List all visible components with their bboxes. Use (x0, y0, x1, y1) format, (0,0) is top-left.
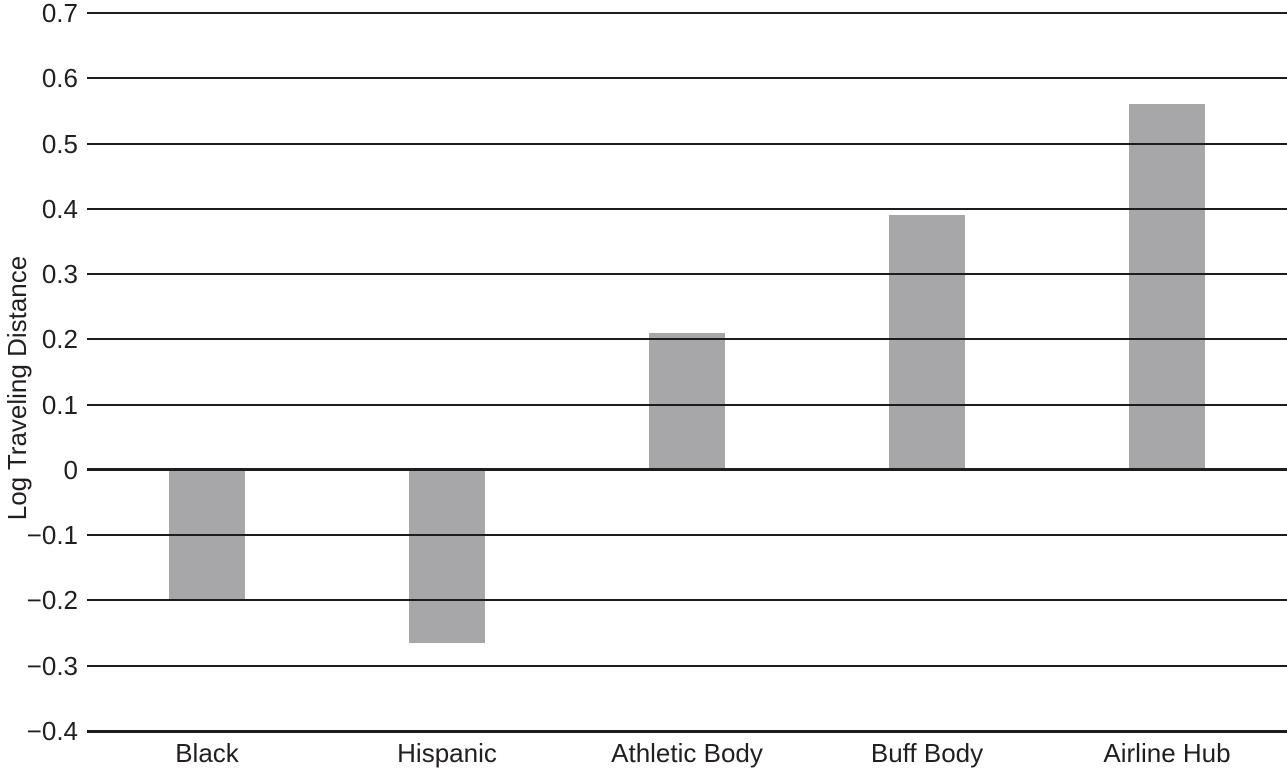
x-category-label: Airline Hub (1103, 738, 1231, 768)
y-tick-label: −0.2 (26, 585, 78, 616)
bar-buff-body (889, 215, 965, 470)
y-tick-label: −0.4 (26, 716, 78, 746)
zero-gridline (87, 468, 1287, 472)
y-tick-label: 0 (63, 454, 78, 485)
x-category-label: Black (175, 738, 239, 768)
gridline (87, 207, 1287, 210)
y-tick-label: −0.3 (26, 650, 78, 681)
gridline (87, 273, 1287, 276)
bar-athletic-body (649, 332, 725, 470)
bar-airline-hub (1129, 104, 1205, 470)
gridline (87, 403, 1287, 406)
gridline (87, 664, 1287, 667)
gridline (87, 534, 1287, 537)
y-tick-label: 0.6 (41, 63, 78, 94)
y-tick-label: 0.2 (41, 324, 78, 355)
bar-hispanic (409, 469, 485, 643)
y-tick-label: 0.7 (41, 0, 78, 28)
y-tick-label: 0.1 (41, 389, 78, 420)
x-category-label: Hispanic (397, 738, 497, 768)
gridline (87, 12, 1287, 14)
y-tick-label: 0.5 (41, 128, 78, 159)
x-category-label: Athletic Body (611, 738, 763, 768)
gridline (87, 338, 1287, 341)
y-tick-label: 0.4 (41, 193, 78, 224)
x-category-label: Buff Body (870, 738, 984, 768)
gridline (87, 729, 1287, 733)
gridline (87, 77, 1287, 80)
gridline (87, 599, 1287, 602)
gridline (87, 142, 1287, 145)
y-tick-label: −0.1 (26, 520, 78, 551)
y-tick-label: 0.3 (41, 259, 78, 290)
